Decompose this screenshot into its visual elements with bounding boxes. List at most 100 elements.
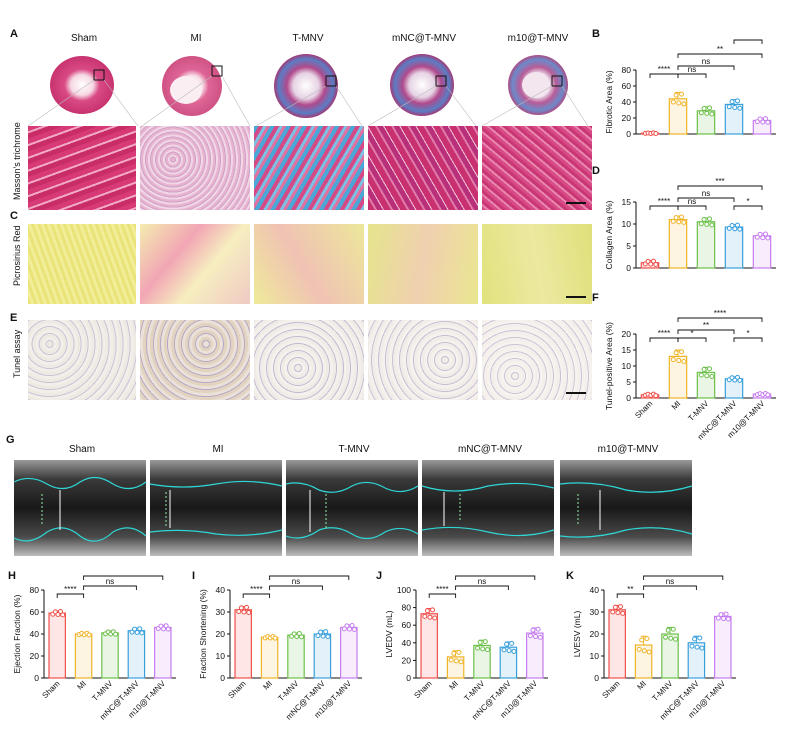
y-tick-label: 40 bbox=[30, 629, 40, 639]
bar-T-MNV bbox=[101, 632, 119, 679]
bar-T-MNV bbox=[287, 634, 305, 679]
panel-label-e: E bbox=[10, 312, 18, 324]
x-tick-label: MI bbox=[75, 679, 88, 692]
data-point bbox=[294, 634, 300, 640]
sig-label: *** bbox=[715, 177, 724, 186]
data-point bbox=[698, 372, 704, 378]
data-point bbox=[620, 610, 626, 616]
bar-MI bbox=[668, 218, 688, 269]
data-point bbox=[86, 632, 92, 638]
data-point bbox=[430, 607, 436, 613]
y-tick-label: 0 bbox=[406, 673, 411, 683]
col-title-m10: m10@T-MNV bbox=[507, 33, 569, 44]
y-tick-label: 5 bbox=[626, 377, 631, 387]
data-point bbox=[132, 626, 138, 632]
tunel-tile-m10 bbox=[482, 320, 592, 400]
sig-bracket bbox=[649, 205, 679, 210]
data-point bbox=[615, 610, 621, 616]
data-point bbox=[55, 612, 61, 618]
sig-bracket bbox=[733, 205, 763, 210]
sig-bracket bbox=[677, 197, 735, 202]
data-point bbox=[735, 98, 741, 104]
data-point bbox=[246, 609, 252, 615]
y-tick-label: 60 bbox=[30, 607, 40, 617]
sig-bracket bbox=[677, 329, 735, 334]
data-point bbox=[432, 615, 438, 621]
bar-m10@T-MNV bbox=[714, 615, 732, 679]
data-point bbox=[448, 657, 454, 663]
echo-sham bbox=[14, 460, 147, 556]
data-point bbox=[689, 643, 695, 649]
sig-label: ns bbox=[478, 577, 486, 586]
y-tick-label: 10 bbox=[622, 219, 632, 229]
data-point bbox=[477, 639, 483, 645]
data-point bbox=[673, 636, 679, 642]
data-point bbox=[732, 105, 738, 111]
bar-mNC@T-MNV bbox=[724, 226, 744, 269]
x-tick-label: T-MNV bbox=[462, 679, 486, 703]
inset-box-mnc bbox=[435, 75, 447, 87]
data-point bbox=[537, 634, 543, 640]
sig-bracket bbox=[677, 205, 707, 210]
y-tick-label: 100 bbox=[397, 585, 411, 595]
masson-tile-sham bbox=[28, 126, 136, 210]
chart-h: 0 20 40 60 80 Ejection Fraction (%) Sham MI T-MN… bbox=[12, 572, 176, 722]
data-point bbox=[427, 614, 433, 620]
sig-label: * bbox=[746, 197, 749, 206]
y-tick-label: 10 bbox=[590, 651, 600, 661]
sig-label: **** bbox=[250, 585, 262, 594]
data-point bbox=[668, 635, 674, 641]
y-tick-label: 80 bbox=[402, 603, 412, 613]
bar-m10@T-MNV bbox=[154, 626, 172, 679]
bar-Sham bbox=[608, 609, 626, 679]
data-point bbox=[296, 631, 302, 637]
data-point bbox=[692, 636, 698, 642]
y-axis-label: Collagen Area (%) bbox=[604, 200, 614, 269]
sig-label: **** bbox=[658, 65, 670, 74]
y-tick-label: 0 bbox=[626, 263, 631, 273]
col-title-mi: MI bbox=[190, 33, 202, 44]
sig-label: * bbox=[494, 572, 497, 576]
sig-bracket bbox=[455, 585, 509, 590]
data-point bbox=[732, 226, 738, 232]
data-point bbox=[653, 261, 659, 267]
data-point bbox=[139, 630, 145, 636]
data-point bbox=[501, 647, 507, 653]
echo-tmnv bbox=[285, 460, 419, 556]
heart-sections bbox=[28, 54, 588, 126]
echo-m10 bbox=[559, 460, 693, 556]
data-point bbox=[701, 106, 707, 111]
data-point bbox=[241, 609, 247, 615]
y-tick-label: 0 bbox=[594, 673, 599, 683]
echo-mnc bbox=[421, 460, 555, 556]
data-point bbox=[679, 349, 685, 355]
y-axis-label: Fraction Shortening (%) bbox=[198, 589, 208, 679]
data-point bbox=[58, 609, 64, 615]
data-point bbox=[707, 105, 713, 111]
data-point bbox=[653, 393, 659, 399]
data-point bbox=[272, 635, 278, 641]
data-point bbox=[704, 110, 710, 116]
data-point bbox=[236, 608, 242, 614]
sig-label: * bbox=[746, 36, 749, 40]
heart-tmnv bbox=[274, 54, 338, 118]
sig-bracket bbox=[677, 73, 707, 78]
data-point bbox=[676, 358, 682, 364]
y-tick-label: 15 bbox=[622, 197, 632, 207]
bar-mNC@T-MNV bbox=[127, 630, 146, 679]
data-point bbox=[707, 366, 713, 372]
y-tick-label: 15 bbox=[622, 345, 632, 355]
chart-i: 0 10 20 30 40 Fraction Shortening (%) Sham MI T-… bbox=[198, 572, 362, 722]
data-point bbox=[701, 217, 707, 223]
data-point bbox=[315, 633, 321, 639]
x-tick-label: Sham bbox=[633, 399, 654, 420]
inset-box-m10 bbox=[551, 75, 563, 87]
sig-label: ns bbox=[688, 65, 696, 74]
echo-mmode-images bbox=[14, 460, 693, 556]
data-point bbox=[698, 221, 704, 227]
y-tick-label: 0 bbox=[626, 129, 631, 139]
data-point bbox=[165, 626, 171, 632]
data-point bbox=[163, 623, 169, 629]
data-point bbox=[639, 637, 645, 643]
data-point bbox=[729, 99, 735, 105]
